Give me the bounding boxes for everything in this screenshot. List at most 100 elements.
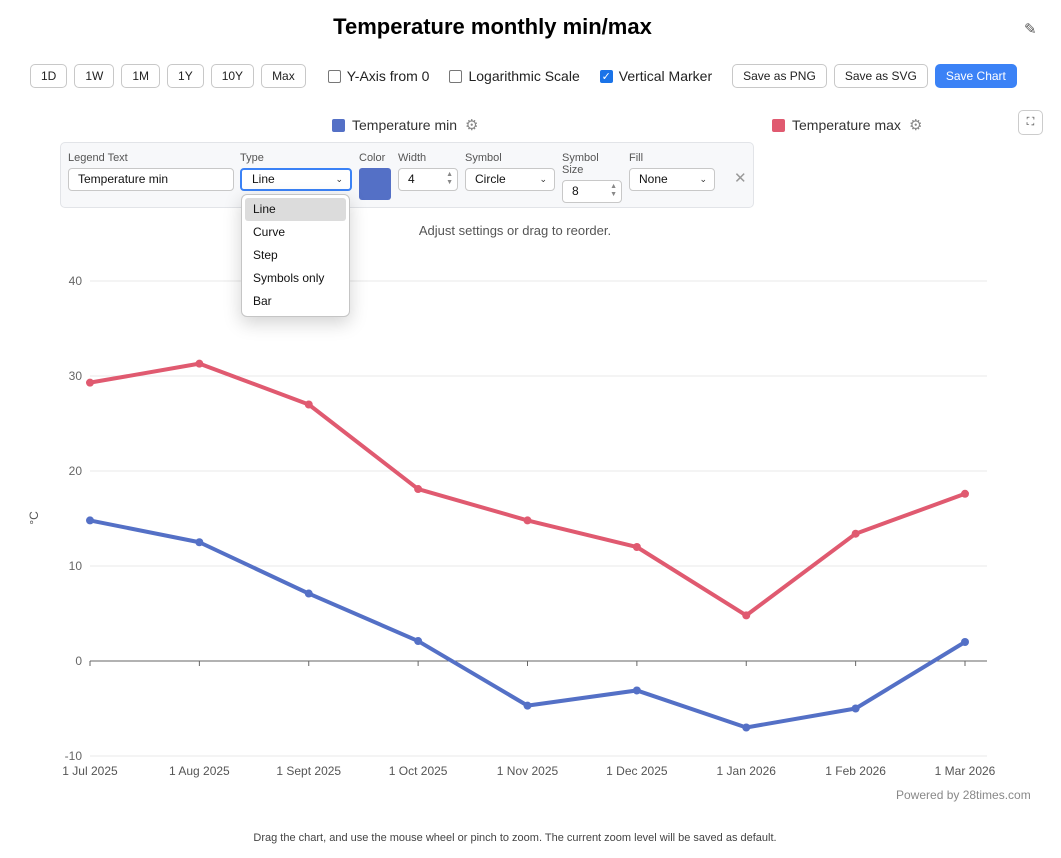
data-point-max[interactable] <box>961 489 969 498</box>
y-tick-label: 0 <box>75 654 82 668</box>
type-select-value: Line <box>252 172 275 186</box>
type-option-symbols-only[interactable]: Symbols only <box>253 271 325 285</box>
legend-item-min[interactable]: Temperature min ⚙ <box>332 116 479 134</box>
legend-swatch-min <box>332 118 345 132</box>
vertical-marker-label: Vertical Marker <box>618 68 713 84</box>
data-point-max[interactable] <box>632 543 641 551</box>
data-point-max[interactable] <box>86 378 94 387</box>
data-point-min[interactable] <box>304 589 313 598</box>
range-1y-button[interactable]: 1Y <box>167 64 204 88</box>
color-picker[interactable] <box>359 168 391 200</box>
symbol-label: Symbol <box>465 152 502 164</box>
y-tick-label: 40 <box>69 274 83 288</box>
stepper-arrows-icon[interactable]: ▲ ▼ <box>610 183 617 198</box>
settings-hint: Adjust settings or drag to reorder. <box>418 223 612 238</box>
x-tick-label: 1 Mar 2026 <box>935 764 996 778</box>
fullscreen-icon[interactable]: ⛶ <box>1018 110 1043 135</box>
series-settings-panel: Legend Text Temperature min Type Line ⌄ … <box>60 142 754 208</box>
x-tick-label: 1 Feb 2026 <box>825 764 886 778</box>
data-point-min[interactable] <box>414 637 423 646</box>
symbol-select[interactable]: Circle ⌄ <box>465 168 555 191</box>
yaxis-zero-checkbox[interactable] <box>327 69 341 83</box>
x-tick-label: 1 Oct 2025 <box>389 764 448 778</box>
close-icon[interactable]: ✕ <box>734 170 747 187</box>
data-point-min[interactable] <box>86 516 94 525</box>
save-png-button[interactable]: Save as PNG <box>732 64 827 88</box>
series-line-max[interactable] <box>88 361 967 618</box>
symbol-field-group: Symbol Circle ⌄ <box>465 152 555 191</box>
data-point-max[interactable] <box>414 485 423 494</box>
symbol-size-value: 8 <box>572 184 579 198</box>
data-point-min[interactable] <box>523 701 532 710</box>
type-label: Type <box>240 152 264 164</box>
range-max-button[interactable]: Max <box>261 64 306 88</box>
vertical-marker-checkbox[interactable]: ✓ <box>599 69 613 83</box>
fill-select[interactable]: None ⌄ <box>629 168 715 191</box>
data-point-min[interactable] <box>742 723 751 732</box>
y-tick-label: -10 <box>65 749 83 763</box>
data-point-max[interactable] <box>851 529 860 538</box>
yaxis-zero-toggle[interactable]: Y-Axis from 0 <box>327 68 430 84</box>
zoom-instructions: Drag the chart, and use the mouse wheel … <box>253 832 777 844</box>
type-option-step[interactable]: Step <box>253 248 278 262</box>
legend-item-max[interactable]: Temperature max ⚙ <box>772 116 922 134</box>
color-label: Color <box>359 152 386 164</box>
fill-field-group: Fill None ⌄ <box>629 152 715 191</box>
width-stepper[interactable]: 4 ▲ ▼ <box>398 168 458 191</box>
y-tick-label: 10 <box>69 559 83 573</box>
save-svg-button[interactable]: Save as SVG <box>833 64 928 88</box>
range-1w-button[interactable]: 1W <box>74 64 115 88</box>
type-option-bar[interactable]: Bar <box>253 294 272 308</box>
log-scale-toggle[interactable]: Logarithmic Scale <box>449 68 580 84</box>
yaxis-zero-label: Y-Axis from 0 <box>346 68 430 84</box>
legend-text-label: Legend Text <box>68 152 128 164</box>
fill-label: Fill <box>629 152 644 164</box>
data-point-max[interactable] <box>304 400 313 409</box>
color-field-group: Color <box>359 152 391 200</box>
legend-text-input[interactable]: Temperature min <box>68 168 234 191</box>
data-point-max[interactable] <box>742 611 751 620</box>
range-1m-button[interactable]: 1M <box>121 64 161 88</box>
data-point-min[interactable] <box>961 638 969 646</box>
legend-label-max: Temperature max <box>792 117 901 133</box>
symbol-size-field-group: Symbol Size 8 ▲ ▼ <box>562 152 622 203</box>
pencil-icon[interactable]: ✎ <box>1024 21 1037 38</box>
stepper-arrows-icon[interactable]: ▲ ▼ <box>446 171 453 186</box>
range-10y-button[interactable]: 10Y <box>210 64 255 88</box>
type-dropdown-menu: Line Curve Step Symbols only Bar <box>241 194 350 317</box>
data-point-max[interactable] <box>195 359 204 368</box>
legend-swatch-max <box>772 118 785 132</box>
log-scale-label: Logarithmic Scale <box>468 68 580 84</box>
vertical-marker-toggle[interactable]: ✓ Vertical Marker <box>599 68 713 84</box>
width-value: 4 <box>408 172 415 186</box>
symbol-size-stepper[interactable]: 8 ▲ ▼ <box>562 180 622 203</box>
width-field-group: Width 4 ▲ ▼ <box>398 152 458 191</box>
data-point-min[interactable] <box>632 686 641 695</box>
data-point-min[interactable] <box>195 538 204 547</box>
data-point-min[interactable] <box>851 704 860 713</box>
x-tick-label: 1 Jul 2025 <box>62 764 118 778</box>
symbol-size-label: Symbol Size <box>562 152 599 176</box>
save-chart-button[interactable]: Save Chart <box>934 64 1017 88</box>
x-tick-label: 1 Dec 2025 <box>606 764 668 778</box>
width-label: Width <box>398 152 427 164</box>
gear-icon[interactable]: ⚙ <box>465 117 479 134</box>
gear-icon[interactable]: ⚙ <box>908 117 923 134</box>
type-field-group: Type Line ⌄ <box>240 152 352 191</box>
fill-select-value: None <box>639 172 668 186</box>
x-tick-label: 1 Jan 2026 <box>717 764 777 778</box>
type-select[interactable]: Line ⌄ <box>240 168 352 191</box>
y-axis-label: °C <box>27 511 41 525</box>
powered-by-link[interactable]: Powered by 28times.com <box>896 788 1031 802</box>
type-option-line[interactable]: Line <box>245 198 346 221</box>
range-1d-button[interactable]: 1D <box>30 64 68 88</box>
data-point-max[interactable] <box>523 516 532 525</box>
type-option-curve[interactable]: Curve <box>253 225 286 239</box>
chevron-down-icon: ⌄ <box>539 174 547 184</box>
toolbar: 1D 1W 1M 1Y 10Y Max Y-Axis from 0 Logari… <box>30 64 1024 88</box>
log-scale-checkbox[interactable] <box>449 69 463 83</box>
chart-title: Temperature monthly min/max <box>333 14 652 39</box>
y-tick-label: 20 <box>69 464 83 478</box>
legend-label-min: Temperature min <box>352 117 458 133</box>
